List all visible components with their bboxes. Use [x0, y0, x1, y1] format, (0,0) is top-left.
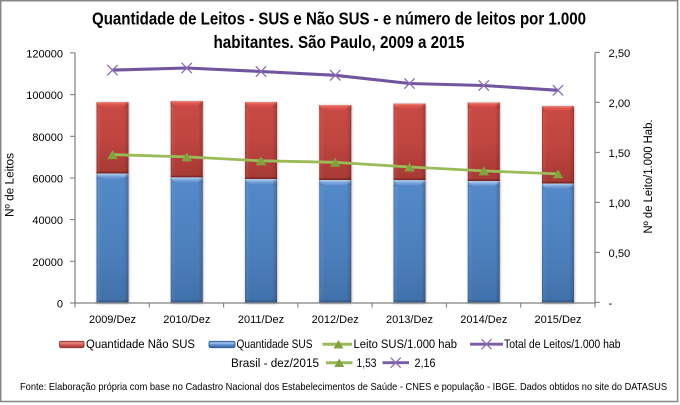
- svg-text:2010/Dez: 2010/Dez: [163, 314, 210, 326]
- svg-text:2,16: 2,16: [415, 356, 436, 370]
- svg-text:2012/Dez: 2012/Dez: [312, 314, 359, 326]
- svg-text:Fonte: Elaboração própria com: Fonte: Elaboração própria com base no Ca…: [20, 382, 667, 393]
- svg-text:60000: 60000: [32, 174, 63, 186]
- svg-text:0: 0: [57, 299, 63, 311]
- svg-text:80000: 80000: [32, 132, 63, 144]
- svg-text:40000: 40000: [32, 215, 63, 227]
- svg-text:2011/Dez: 2011/Dez: [238, 314, 284, 326]
- svg-text:2013/Dez: 2013/Dez: [386, 314, 433, 326]
- svg-text:2014/Dez: 2014/Dez: [460, 314, 507, 326]
- svg-text:1,53: 1,53: [357, 356, 377, 370]
- svg-text:habitantes. São Paulo, 2009 a: habitantes. São Paulo, 2009 a 2015: [214, 32, 465, 52]
- svg-text:Nº de Leitos: Nº de Leitos: [3, 153, 17, 217]
- svg-text:0,50: 0,50: [609, 248, 631, 260]
- svg-text:Total de Leitos/1.000 hab: Total de Leitos/1.000 hab: [504, 337, 621, 351]
- svg-text:2015/Dez: 2015/Dez: [534, 314, 581, 326]
- svg-text:Quantidade Não SUS: Quantidade Não SUS: [86, 337, 195, 351]
- svg-text:Quantidade de Leitos - SUS e N: Quantidade de Leitos - SUS e Não SUS - e…: [92, 8, 586, 28]
- svg-text:2009/Dez: 2009/Dez: [89, 314, 136, 326]
- svg-text:Leito SUS/1.000 hab: Leito SUS/1.000 hab: [354, 337, 458, 351]
- svg-text:Brasil - dez/2015: Brasil - dez/2015: [231, 356, 319, 370]
- svg-text:Nº de Leito/1.000 Hab.: Nº de Leito/1.000 Hab.: [641, 120, 655, 234]
- svg-text:2,00: 2,00: [609, 98, 631, 110]
- svg-text:1,00: 1,00: [609, 198, 631, 210]
- svg-text:120000: 120000: [26, 49, 63, 61]
- svg-text:1,50: 1,50: [609, 148, 631, 160]
- svg-text:-: -: [609, 298, 613, 310]
- svg-text:Quantidade SUS: Quantidade SUS: [237, 337, 313, 351]
- svg-text:100000: 100000: [26, 90, 63, 102]
- svg-text:20000: 20000: [32, 257, 63, 269]
- svg-text:2,50: 2,50: [609, 48, 631, 60]
